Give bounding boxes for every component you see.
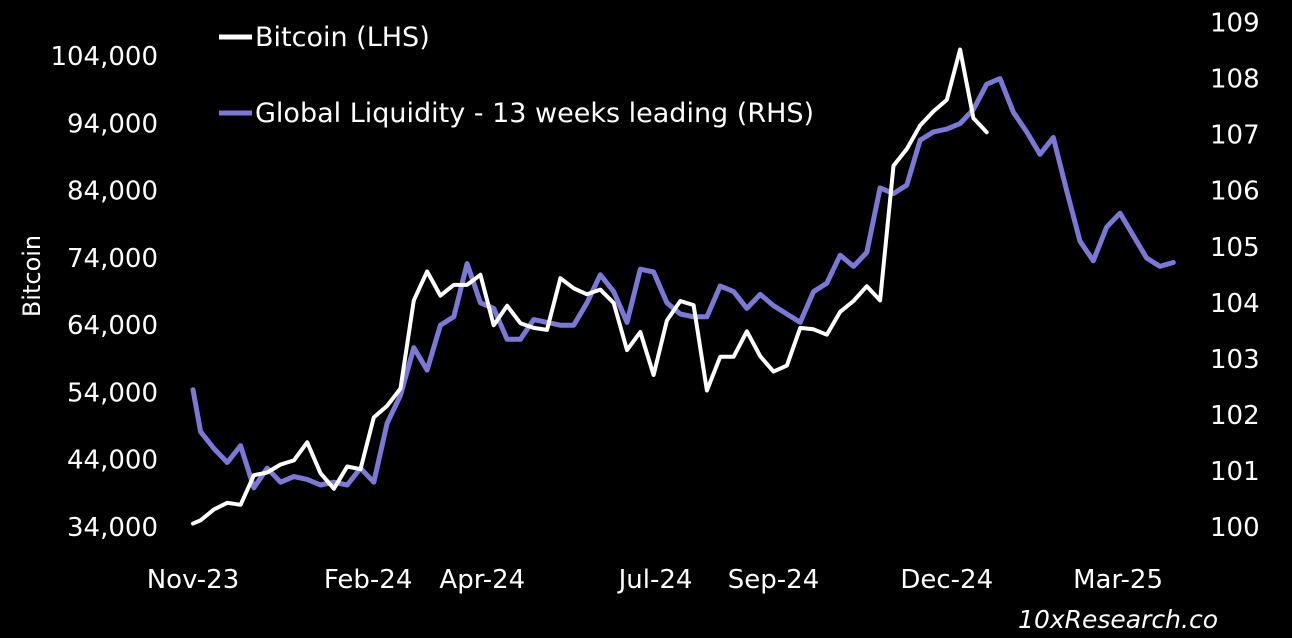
- right-tick-label: 103: [1210, 345, 1260, 375]
- left-tick-label: 54,000: [67, 378, 158, 408]
- right-tick-label: 108: [1210, 65, 1260, 95]
- right-tick-label: 109: [1210, 9, 1260, 39]
- legend-label-liquidity: Global Liquidity - 13 weeks leading (RHS…: [255, 98, 814, 129]
- left-tick-label: 64,000: [67, 311, 158, 341]
- left-tick-label: 94,000: [67, 109, 158, 139]
- watermark: 10xResearch.co: [1018, 605, 1218, 634]
- x-tick-label: Sep-24: [728, 565, 819, 595]
- x-tick-label: Feb-24: [324, 565, 413, 595]
- x-tick-label: Apr-24: [439, 565, 525, 595]
- x-tick-label: Jul-24: [617, 565, 693, 595]
- legend-label-bitcoin: Bitcoin (LHS): [255, 22, 430, 53]
- right-tick-label: 106: [1210, 177, 1260, 207]
- right-tick-label: 101: [1210, 457, 1260, 487]
- right-tick-label: 100: [1210, 513, 1260, 543]
- x-axis-ticks: Nov-23 Feb-24 Apr-24 Jul-24 Sep-24 Dec-24 Mar-…: [147, 565, 1163, 595]
- left-tick-label: 104,000: [50, 42, 158, 72]
- series-line-bitcoin: [191, 47, 989, 526]
- left-tick-label: 74,000: [67, 244, 158, 274]
- x-tick-label: Mar-25: [1073, 565, 1163, 595]
- right-axis-ticks: 100 101 102 103 104 105 106 107 108 109: [1210, 9, 1260, 543]
- right-tick-label: 105: [1210, 233, 1260, 263]
- x-tick-label: Dec-24: [900, 565, 993, 595]
- right-tick-label: 102: [1210, 401, 1260, 431]
- left-axis-ticks: 34,000 44,000 54,000 64,000 74,000 84,000 94,0…: [50, 42, 158, 543]
- legend: Bitcoin (LHS) Global Liquidity - 13 week…: [219, 22, 814, 129]
- left-tick-label: 44,000: [67, 446, 158, 476]
- y-axis-label: Bitcoin: [18, 235, 46, 317]
- left-tick-label: 84,000: [67, 177, 158, 207]
- right-tick-label: 104: [1210, 289, 1260, 319]
- x-tick-label: Nov-23: [147, 565, 240, 595]
- series-line-global-liquidity: [190, 76, 1176, 491]
- left-tick-label: 34,000: [67, 513, 158, 543]
- right-tick-label: 107: [1210, 121, 1260, 151]
